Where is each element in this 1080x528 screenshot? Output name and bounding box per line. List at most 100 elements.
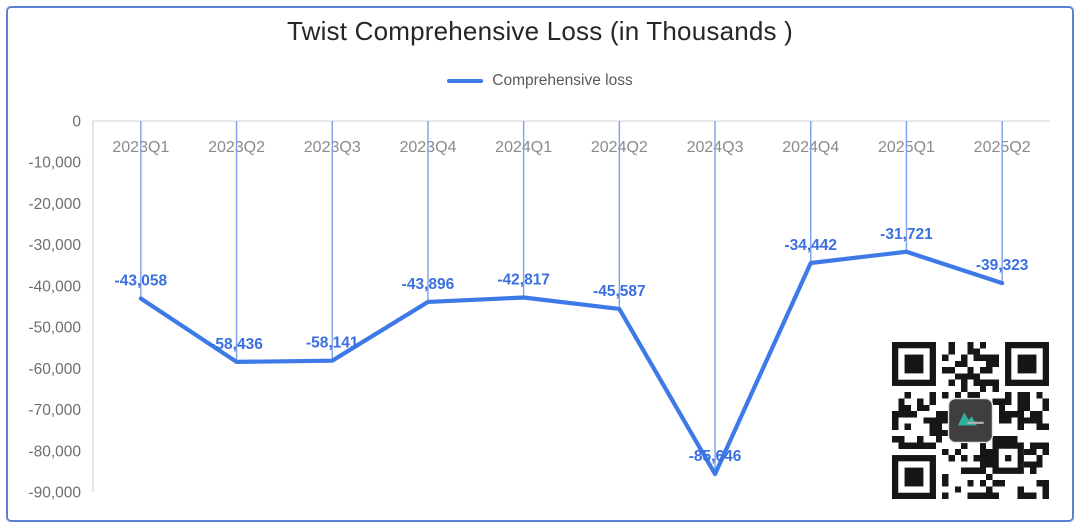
qr-module (986, 455, 993, 462)
qr-module (1036, 455, 1043, 462)
qr-module (942, 492, 949, 499)
qr-module (929, 417, 936, 424)
qr-module (1036, 461, 1043, 468)
qr-module (898, 436, 905, 443)
qr-module (986, 486, 993, 493)
qr-module (986, 492, 993, 499)
qr-module (892, 436, 899, 443)
qr-module (986, 473, 993, 481)
qr-module (910, 442, 918, 449)
qr-module (954, 486, 962, 493)
qr-module (979, 455, 987, 462)
qr-module (942, 392, 949, 399)
qr-module (904, 442, 911, 449)
qr-module (904, 404, 911, 412)
qr-module (979, 385, 987, 393)
qr-module (967, 492, 974, 499)
qr-module (1017, 492, 1024, 499)
qr-module (1042, 448, 1049, 456)
qr-module (998, 404, 1006, 412)
qr-module (1030, 448, 1037, 456)
qr-module (973, 379, 980, 386)
qr-module (892, 423, 899, 430)
qr-module (979, 480, 987, 487)
qr-module (1036, 417, 1043, 424)
qr-module (992, 354, 999, 361)
qr-module (1042, 486, 1049, 493)
qr-module (973, 348, 980, 355)
qr-module (1017, 411, 1024, 418)
qr-module (929, 423, 936, 430)
qr-finder (904, 467, 924, 487)
qr-module (1036, 480, 1043, 487)
qr-module (942, 367, 949, 374)
qr-module (923, 442, 930, 449)
qr-module (948, 342, 955, 349)
qr-module (973, 492, 980, 499)
qr-module (973, 373, 980, 380)
qr-module (979, 354, 987, 361)
qr-module (1036, 392, 1043, 399)
qr-code (892, 342, 1049, 499)
qr-module (1011, 411, 1018, 418)
qr-module (1042, 404, 1049, 412)
qr-module (967, 367, 974, 374)
qr-module (942, 480, 949, 487)
qr-module (898, 404, 905, 412)
qr-module (986, 360, 993, 368)
qr-module (942, 473, 949, 481)
qr-module (948, 455, 955, 462)
qr-module (973, 392, 980, 399)
qr-module (979, 461, 987, 468)
qr-module (992, 385, 999, 393)
qr-module (1036, 442, 1043, 449)
qr-module (998, 417, 1006, 424)
qr-module (1017, 404, 1024, 412)
qr-module (1023, 392, 1031, 399)
qr-module (935, 411, 943, 418)
qr-module (973, 467, 980, 474)
qr-module (954, 360, 962, 368)
qr-module (1030, 461, 1037, 468)
qr-module (1017, 398, 1024, 405)
qr-module (979, 448, 987, 456)
qr-module (948, 348, 955, 355)
qr-module (979, 442, 987, 449)
qr-module (986, 448, 993, 456)
qr-module (961, 467, 968, 474)
qr-module (1023, 404, 1031, 412)
qr-module (942, 411, 949, 418)
qr-alignment (1005, 455, 1012, 462)
qr-module (954, 448, 962, 456)
qr-module (904, 411, 911, 418)
qr-module (1030, 442, 1037, 449)
qr-module (929, 398, 936, 405)
qr-module (942, 417, 949, 424)
qr-module (961, 455, 968, 462)
qr-module (961, 373, 968, 380)
qr-module (992, 360, 999, 368)
qr-module (954, 392, 962, 399)
qr-module (923, 417, 930, 424)
qr-module (992, 492, 999, 499)
qr-module (979, 492, 987, 499)
qr-module (1023, 492, 1031, 499)
qr-module (942, 354, 949, 361)
qr-module (892, 411, 899, 418)
qr-module (961, 442, 968, 449)
qr-module (992, 436, 999, 443)
chart-title: Twist Comprehensive Loss (in Thousands ) (286, 16, 794, 46)
qr-module (1030, 467, 1037, 474)
qr-module (929, 429, 936, 437)
qr-module (961, 360, 968, 368)
qr-module (935, 423, 943, 430)
qr-module (979, 367, 987, 374)
qr-module (986, 354, 993, 361)
qr-module (1036, 411, 1043, 418)
qr-module (998, 398, 1006, 405)
qr-module (1005, 436, 1012, 443)
qr-module (967, 373, 974, 380)
qr-module (1036, 423, 1043, 430)
qr-module (979, 467, 987, 474)
qr-module (898, 398, 905, 405)
